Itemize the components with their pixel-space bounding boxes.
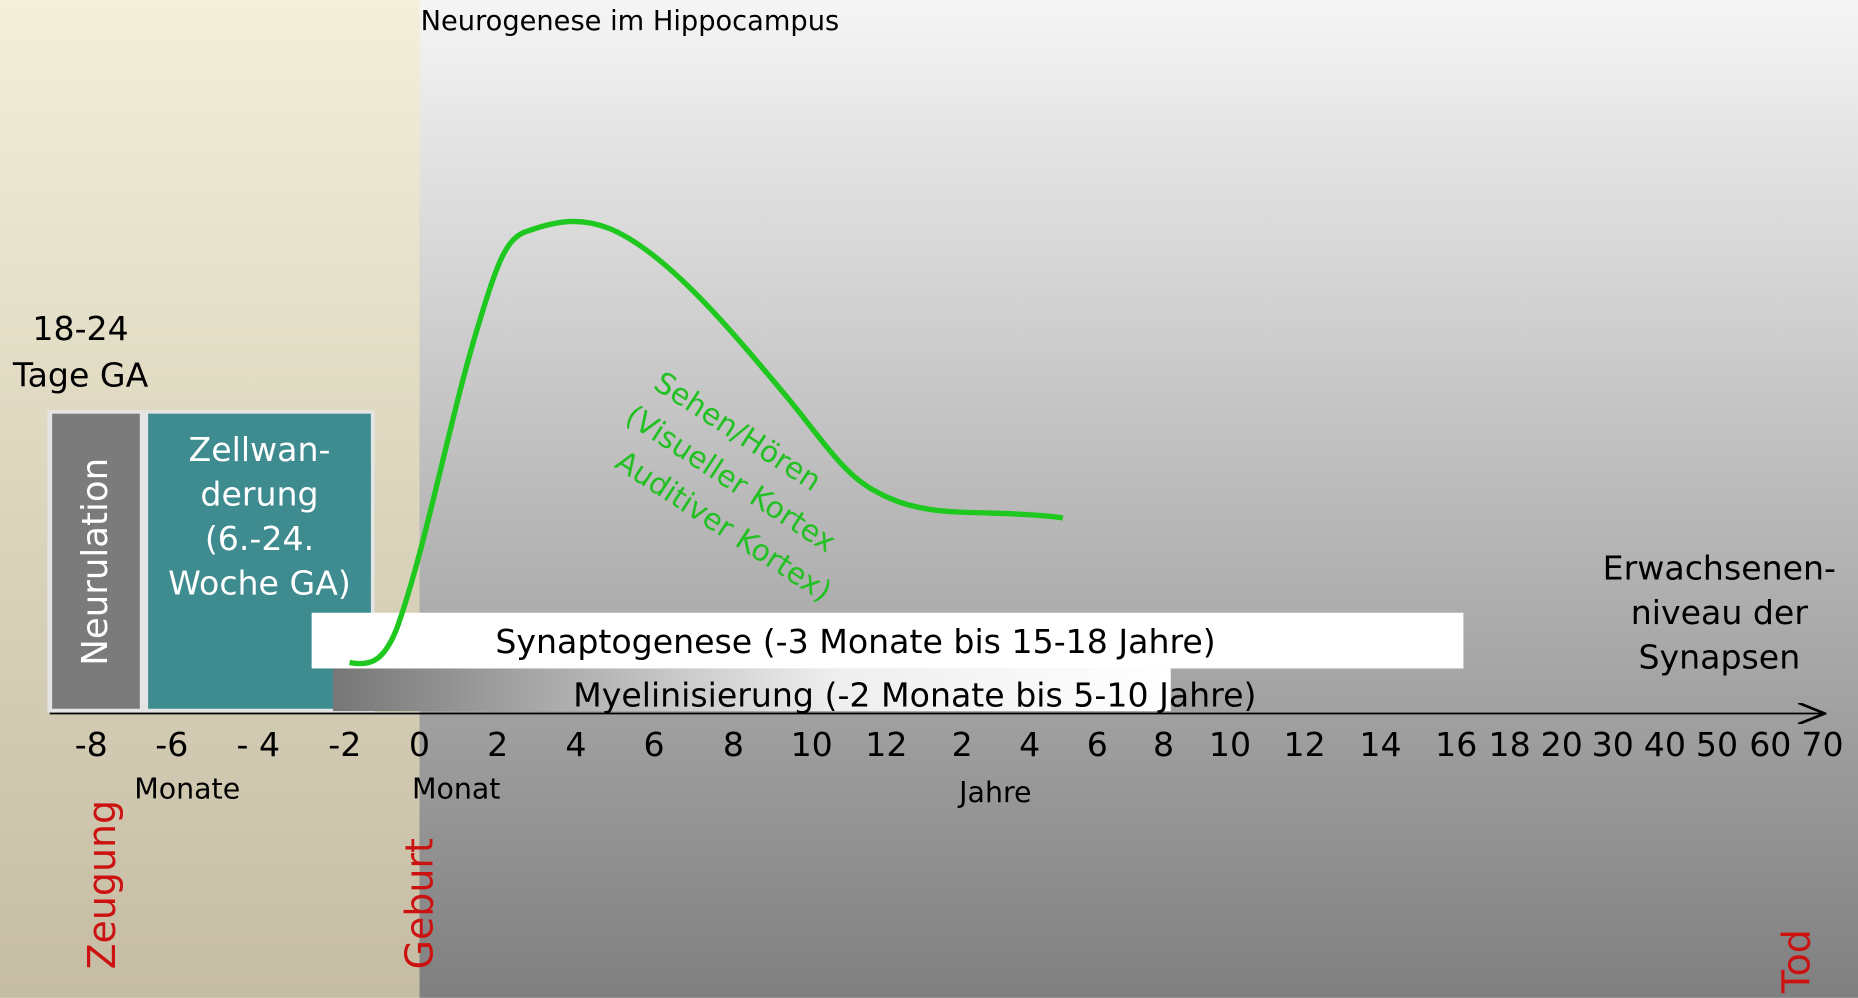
event-label: Zeugung: [80, 800, 124, 970]
tick-label: -2: [328, 725, 361, 764]
axis-ticks: -8 -6 - 4 -2 0 2 4 6 8 10 12 2 4 6 8 10 12 14 16 18 20 30 40 50…: [75, 725, 1844, 764]
tick-label: 50: [1696, 725, 1738, 764]
migration-label: Zellwan-derung (6.-24. Woche GA): [168, 430, 351, 602]
event-label: Geburt: [397, 838, 441, 969]
adult-label: Erwachsenen-niveau der Synapsen: [1603, 549, 1836, 677]
tick-label: 8: [723, 725, 744, 764]
early-label: Tage GA: [12, 355, 149, 394]
tick-label: 8: [1153, 725, 1174, 764]
synaptogenesis-label: Synaptogenese (-3 Monate bis 15-18 Jahre…: [495, 622, 1215, 661]
unit-label: Monat: [412, 772, 501, 805]
unit-label: Monate: [134, 772, 240, 805]
neurulation-label: Neurulation: [75, 458, 116, 666]
postnatal-bg: [419, 0, 1858, 998]
tick-label: -8: [75, 725, 108, 764]
title: Neurogenese im Hippocampus: [421, 6, 840, 37]
tick-label: 10: [1209, 725, 1251, 764]
tick-label: 4: [565, 725, 586, 764]
tick-label: 40: [1644, 725, 1686, 764]
tick-label: 18: [1489, 725, 1531, 764]
tick-label: 0: [409, 725, 430, 764]
tick-label: 12: [1284, 725, 1326, 764]
adult-line: Erwachsenen-: [1603, 549, 1836, 588]
tick-label: 10: [791, 725, 833, 764]
tick-label: 70: [1801, 725, 1843, 764]
migration-line: Woche GA): [168, 563, 351, 602]
myelination-bar: [332, 668, 1171, 712]
tick-label: -6: [155, 725, 188, 764]
adult-line: Synapsen: [1638, 637, 1800, 676]
tick-label: 14: [1359, 725, 1401, 764]
tick-label: 12: [865, 725, 907, 764]
migration-line: derung: [200, 475, 318, 514]
tick-label: - 4: [237, 725, 281, 764]
synapse-curve: [349, 218, 1064, 667]
event-label: Tod: [1774, 929, 1818, 994]
synaptogenesis-bar: [311, 612, 1464, 669]
tick-label: 16: [1435, 725, 1477, 764]
migration-line: Zellwan-: [189, 430, 331, 469]
adult-line: niveau der: [1631, 593, 1809, 632]
tick-label: 6: [644, 725, 665, 764]
tick-label: 30: [1592, 725, 1634, 764]
tick-label: 2: [487, 725, 508, 764]
early-label: 18-24: [32, 309, 128, 348]
neurulation-box: [52, 413, 140, 709]
tick-label: 4: [1019, 725, 1040, 764]
migration-line: (6.-24.: [205, 519, 314, 558]
tick-label: 60: [1749, 725, 1791, 764]
tick-label: 20: [1541, 725, 1583, 764]
myelination-label: Myelinisierung (-2 Monate bis 5-10 Jahre…: [573, 675, 1256, 714]
tick-label: 2: [952, 725, 973, 764]
unit-label: Jahre: [957, 776, 1031, 809]
tick-label: 6: [1087, 725, 1108, 764]
